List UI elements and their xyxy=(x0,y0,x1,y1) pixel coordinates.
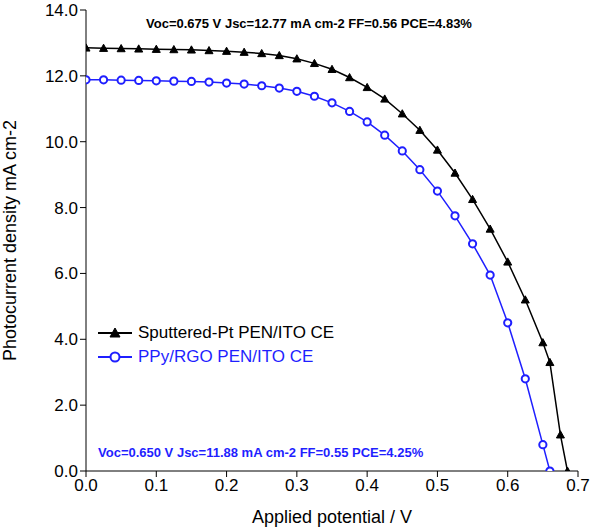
svg-text:12.0: 12.0 xyxy=(45,67,78,86)
svg-text:0.0: 0.0 xyxy=(54,462,78,481)
svg-text:0.7: 0.7 xyxy=(566,476,590,495)
svg-text:0.3: 0.3 xyxy=(285,476,309,495)
svg-text:0.2: 0.2 xyxy=(215,476,239,495)
svg-text:0.0: 0.0 xyxy=(74,476,98,496)
svg-text:14.0: 14.0 xyxy=(45,1,78,20)
svg-text:4.0: 4.0 xyxy=(54,330,78,349)
svg-text:10.0: 10.0 xyxy=(45,133,78,152)
html-text:Voc=0.650 V Jsc=11.88 mA cm-2: Voc=0.650 V Jsc=11.88 mA cm-2 FF=0.55 PC… xyxy=(98,445,424,460)
svg-text:6.0: 6.0 xyxy=(54,264,78,283)
svg-text:0.4: 0.4 xyxy=(355,476,379,495)
svg-text:0.6: 0.6 xyxy=(496,476,520,495)
svg-text:0.1: 0.1 xyxy=(144,476,168,495)
svg-text:2.0: 2.0 xyxy=(54,396,78,415)
html-text:PPy/RGO PEN/ITO CE: PPy/RGO PEN/ITO CE xyxy=(138,347,314,366)
html-text:Sputtered-Pt PEN/ITO CE: Sputtered-Pt PEN/ITO CE xyxy=(138,323,335,342)
svg-text:8.0: 8.0 xyxy=(54,199,78,218)
svg-text:Photocurrent density mA cm-2: Photocurrent density mA cm-2 xyxy=(0,120,20,361)
svg-text:0.5: 0.5 xyxy=(426,476,450,495)
html-text:Voc=0.675 V Jsc=12.77 mA cm-2: Voc=0.675 V Jsc=12.77 mA cm-2 FF=0.56 PC… xyxy=(146,16,472,31)
svg-text:Applied potential / V: Applied potential / V xyxy=(252,507,412,527)
